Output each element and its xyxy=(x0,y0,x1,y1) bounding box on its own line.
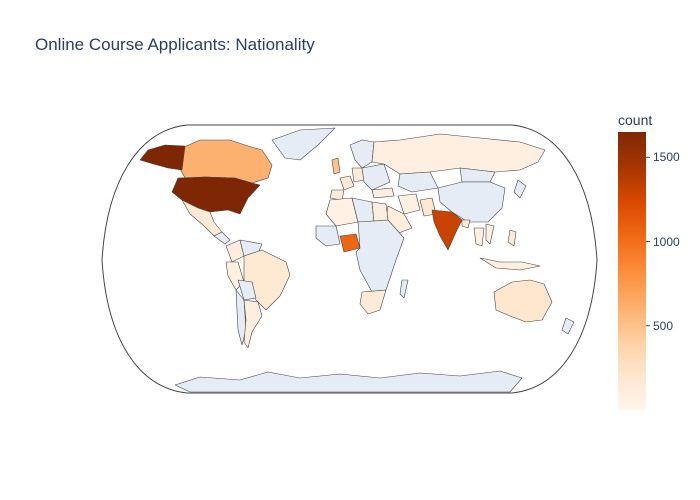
turkey[interactable] xyxy=(371,187,395,199)
colorbar-tick-label: 1000 xyxy=(653,234,680,249)
colorbar-title: count xyxy=(618,112,653,128)
madagascar[interactable] xyxy=(399,279,409,299)
indonesia[interactable] xyxy=(479,257,541,271)
eastern-europe[interactable] xyxy=(361,163,391,191)
colorbar-tick-label: 1500 xyxy=(653,150,680,165)
australia[interactable] xyxy=(493,279,553,323)
egypt[interactable] xyxy=(371,201,389,223)
bangladesh[interactable] xyxy=(461,219,471,229)
south-africa[interactable] xyxy=(359,289,387,315)
russia[interactable] xyxy=(371,133,546,175)
kazakhstan[interactable] xyxy=(397,171,439,193)
alaska[interactable] xyxy=(139,144,186,171)
colorbar-tick-label: 500 xyxy=(653,318,674,333)
spain[interactable] xyxy=(329,189,345,201)
antarctica[interactable] xyxy=(174,370,523,393)
china[interactable] xyxy=(437,181,506,223)
bolivia[interactable] xyxy=(237,279,257,301)
chart-title: Online Course Applicants: Nationality xyxy=(35,35,315,54)
japan[interactable] xyxy=(513,179,527,199)
central-america[interactable] xyxy=(213,231,231,245)
greenland[interactable] xyxy=(271,127,336,161)
new-zealand[interactable] xyxy=(561,317,575,335)
algeria[interactable] xyxy=(325,197,359,227)
west-africa[interactable] xyxy=(315,225,341,247)
chile[interactable] xyxy=(235,289,247,346)
vietnam[interactable] xyxy=(485,223,495,245)
united-kingdom[interactable] xyxy=(331,157,341,175)
iran[interactable] xyxy=(397,193,421,215)
france[interactable] xyxy=(339,175,355,191)
thailand[interactable] xyxy=(473,227,485,247)
argentina[interactable] xyxy=(243,299,263,349)
philippines[interactable] xyxy=(507,229,517,247)
india[interactable] xyxy=(431,209,463,251)
